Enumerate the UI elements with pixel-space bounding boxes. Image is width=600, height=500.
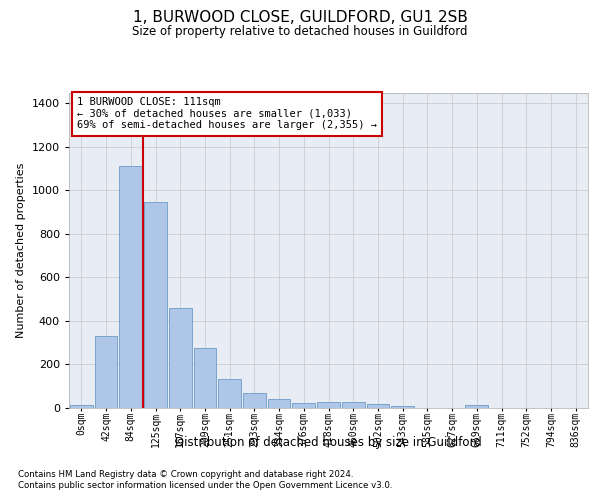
Bar xyxy=(169,308,191,408)
Bar xyxy=(218,380,241,407)
Text: 1 BURWOOD CLOSE: 111sqm
← 30% of detached houses are smaller (1,033)
69% of semi: 1 BURWOOD CLOSE: 111sqm ← 30% of detache… xyxy=(77,97,377,130)
Bar xyxy=(194,348,216,408)
Bar xyxy=(268,399,290,407)
Bar xyxy=(243,392,266,407)
Y-axis label: Number of detached properties: Number of detached properties xyxy=(16,162,26,338)
Text: Distribution of detached houses by size in Guildford: Distribution of detached houses by size … xyxy=(175,436,482,449)
Bar xyxy=(292,402,315,407)
Text: Contains public sector information licensed under the Open Government Licence v3: Contains public sector information licen… xyxy=(18,481,392,490)
Bar xyxy=(144,202,167,408)
Text: Size of property relative to detached houses in Guildford: Size of property relative to detached ho… xyxy=(132,25,468,38)
Bar xyxy=(367,404,389,407)
Bar xyxy=(70,406,93,407)
Text: Contains HM Land Registry data © Crown copyright and database right 2024.: Contains HM Land Registry data © Crown c… xyxy=(18,470,353,479)
Bar xyxy=(342,402,365,407)
Bar xyxy=(466,406,488,407)
Bar xyxy=(317,402,340,407)
Bar xyxy=(391,406,414,408)
Text: 1, BURWOOD CLOSE, GUILDFORD, GU1 2SB: 1, BURWOOD CLOSE, GUILDFORD, GU1 2SB xyxy=(133,10,467,25)
Bar xyxy=(119,166,142,408)
Bar xyxy=(95,336,118,407)
